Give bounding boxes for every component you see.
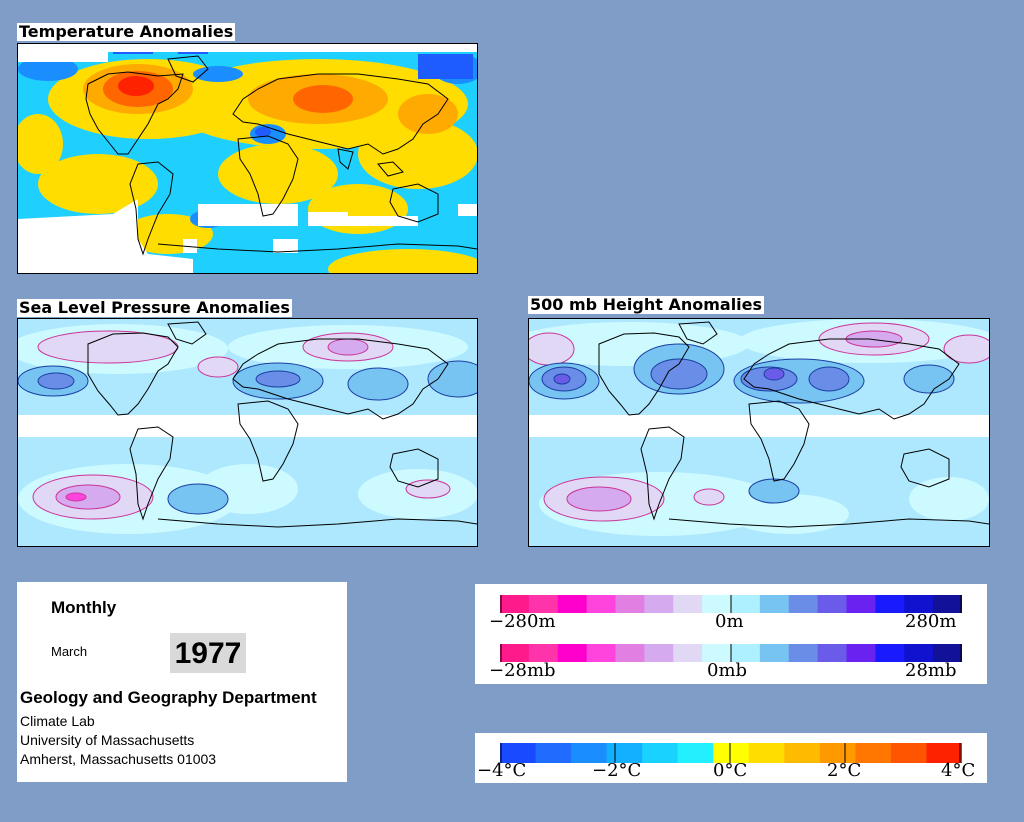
color-swatch xyxy=(731,644,761,662)
color-swatch xyxy=(890,743,927,763)
color-swatch xyxy=(586,595,616,613)
pressure-min-label: −28mb xyxy=(489,660,556,681)
height500-map-title: 500 mb Height Anomalies xyxy=(528,295,765,314)
color-swatch xyxy=(846,644,876,662)
month-label: March xyxy=(51,644,88,659)
color-swatch xyxy=(788,595,819,613)
color-swatch xyxy=(875,644,905,662)
color-swatch xyxy=(817,644,847,662)
color-swatch xyxy=(500,595,530,613)
color-swatch xyxy=(855,743,892,763)
address-line: University of Massachusetts xyxy=(20,732,195,748)
color-swatch xyxy=(926,743,962,763)
address-line: Amherst, Massachusetts 01003 xyxy=(20,751,217,767)
color-swatch xyxy=(535,743,572,763)
color-swatch xyxy=(644,595,674,613)
temperature-map-title: Temperature Anomalies xyxy=(17,22,236,41)
color-swatch xyxy=(673,595,703,613)
color-swatch xyxy=(528,644,559,662)
color-swatch xyxy=(557,644,588,662)
color-swatch xyxy=(731,595,761,613)
height-color-scale xyxy=(500,595,962,613)
color-swatch xyxy=(571,743,608,763)
temperature-scale-label: −2°C xyxy=(592,760,642,781)
color-swatch xyxy=(788,644,819,662)
color-swatch xyxy=(644,644,674,662)
height500-anomaly-map xyxy=(528,318,990,547)
color-swatch xyxy=(904,595,934,613)
color-swatch xyxy=(677,743,714,763)
slp-anomaly-map xyxy=(17,318,478,547)
color-swatch xyxy=(748,743,785,763)
color-swatch xyxy=(846,595,876,613)
temperature-anomaly-map xyxy=(17,43,478,274)
color-swatch xyxy=(642,743,679,763)
color-swatch xyxy=(615,644,645,662)
slp-map-title: Sea Level Pressure Anomalies xyxy=(17,298,292,317)
temperature-scale-label: 4°C xyxy=(941,760,976,781)
temperature-scale-label: 0°C xyxy=(713,760,748,781)
color-swatch xyxy=(500,644,530,662)
color-swatch xyxy=(933,644,962,662)
color-swatch xyxy=(875,595,905,613)
color-swatch xyxy=(702,595,732,613)
pressure-max-label: 28mb xyxy=(905,660,957,681)
color-swatch xyxy=(904,644,934,662)
color-swatch xyxy=(528,595,559,613)
department-name: Geology and Geography Department xyxy=(20,688,317,707)
height-mid-label: 0m xyxy=(715,611,744,632)
height-min-label: −280m xyxy=(489,611,556,632)
color-swatch xyxy=(606,743,643,763)
color-swatch xyxy=(759,644,790,662)
height-pressure-legend: −280m 0m 280m −28mb 0mb 28mb xyxy=(475,584,987,684)
color-swatch xyxy=(784,743,821,763)
info-panel: Monthly March 1977 Geology and Geography… xyxy=(17,582,347,782)
color-swatch xyxy=(615,595,645,613)
color-swatch xyxy=(817,595,847,613)
pressure-color-scale xyxy=(500,644,962,662)
color-swatch xyxy=(586,644,616,662)
temperature-color-scale xyxy=(500,743,962,763)
address-line: Climate Lab xyxy=(20,713,95,729)
color-swatch xyxy=(702,644,732,662)
color-swatch xyxy=(759,595,790,613)
pressure-mid-label: 0mb xyxy=(707,660,748,681)
temperature-scale-label: −4°C xyxy=(477,760,527,781)
height-max-label: 280m xyxy=(905,611,957,632)
color-swatch xyxy=(713,743,750,763)
color-swatch xyxy=(819,743,856,763)
color-swatch xyxy=(933,595,962,613)
color-swatch xyxy=(500,743,537,763)
period-label: Monthly xyxy=(51,598,117,617)
color-swatch xyxy=(673,644,703,662)
temperature-scale-label: 2°C xyxy=(827,760,862,781)
temperature-legend: −4°C −2°C 0°C 2°C 4°C xyxy=(475,733,987,783)
color-swatch xyxy=(557,595,588,613)
year-label: 1977 xyxy=(170,633,246,673)
